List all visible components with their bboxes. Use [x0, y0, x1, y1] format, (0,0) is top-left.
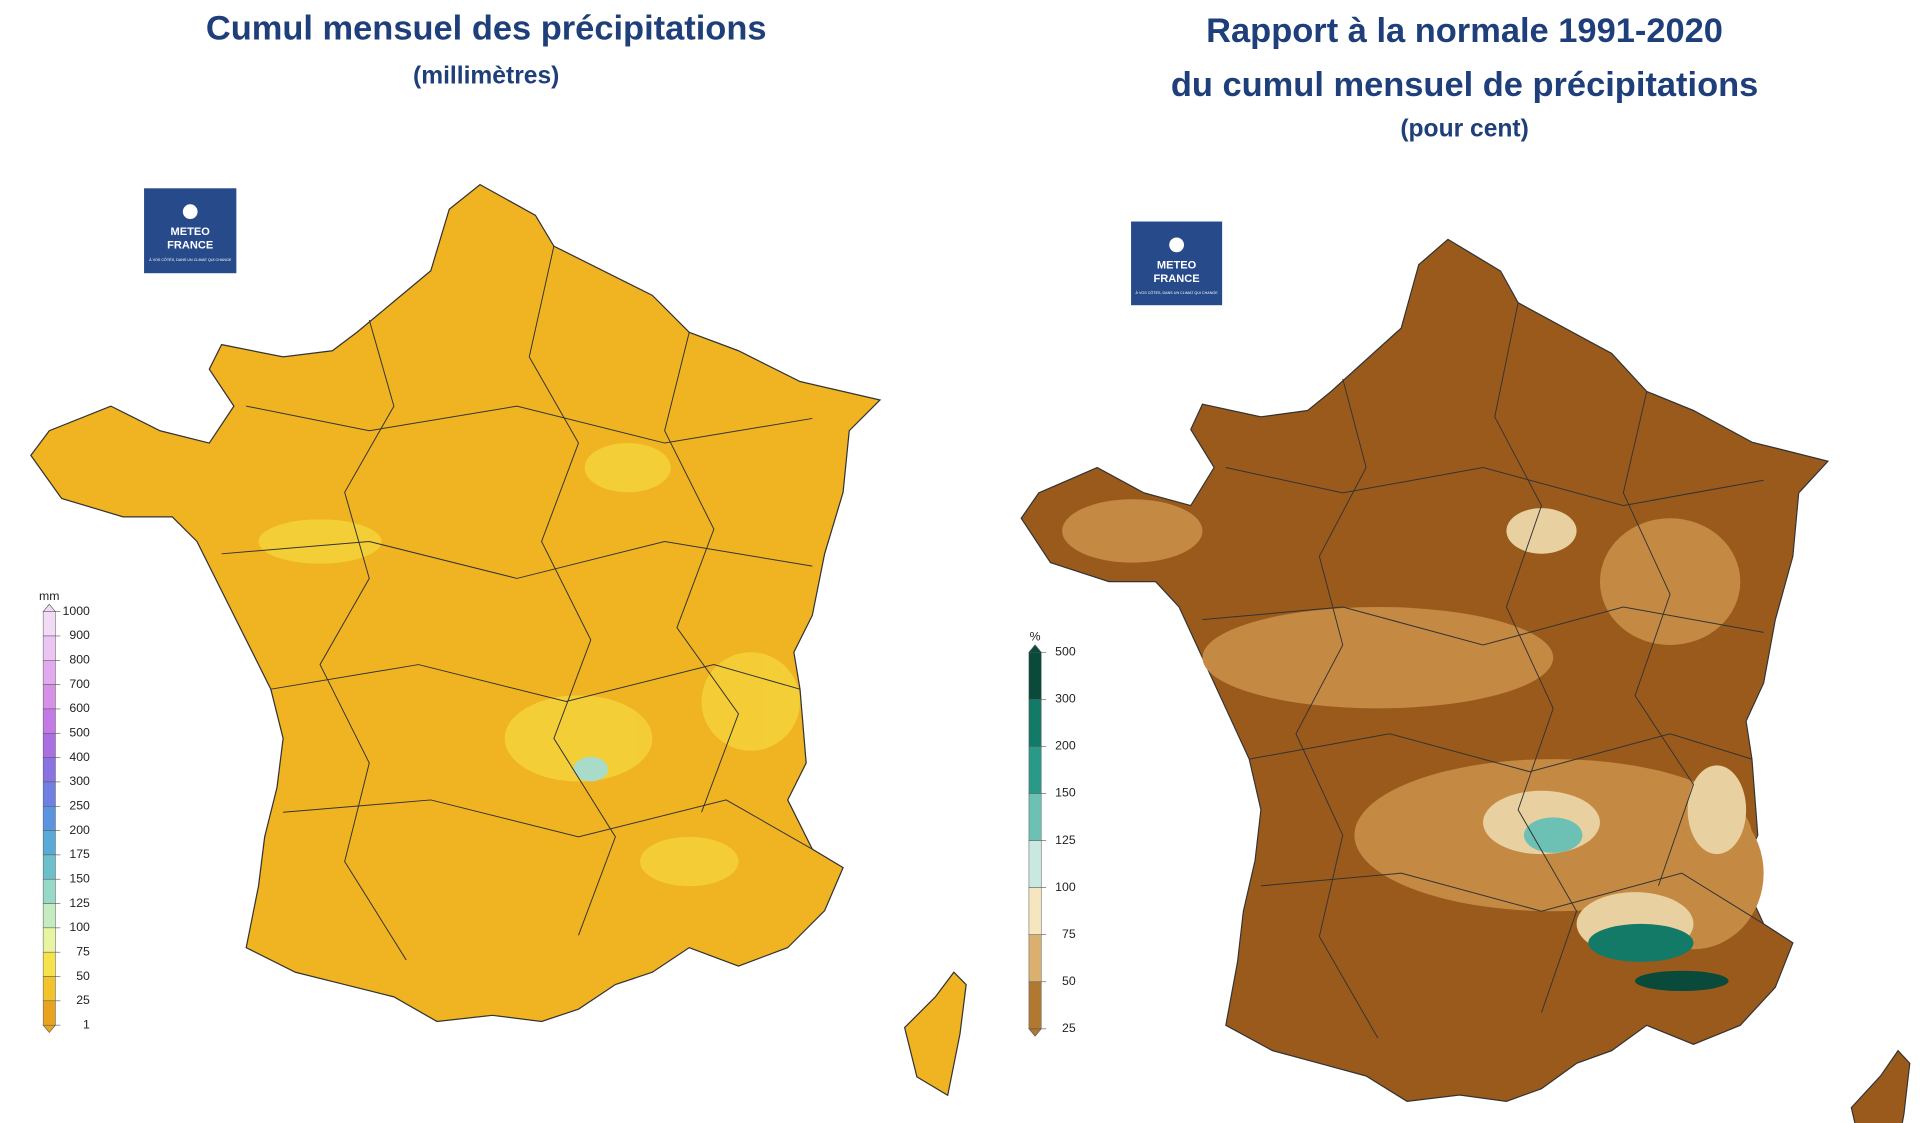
legend-swatch — [42, 951, 56, 977]
subtitle: (millimètres) — [413, 63, 559, 90]
logo: METEO FRANCE À VOS CÔTÉS, DANS UN CLIMAT… — [144, 188, 237, 274]
legend-swatch — [42, 976, 56, 1002]
title: Rapport à la normale 1991-2020 — [1206, 12, 1723, 50]
logo-text: METEO — [171, 226, 211, 238]
legend-swatch — [42, 757, 56, 783]
map — [30, 183, 967, 1096]
legend-swatch — [42, 635, 56, 661]
legend-label: 1 — [83, 1017, 90, 1031]
legend-swatch — [42, 611, 56, 637]
legend-swatch — [1028, 887, 1042, 935]
legend-unit: mm — [39, 589, 60, 603]
legend-label: 500 — [1055, 645, 1076, 659]
legend-swatch — [42, 903, 56, 929]
legend-label: 25 — [76, 993, 90, 1007]
legend-label: 200 — [1055, 739, 1076, 753]
legend: % 500 300 200 150 125 100 75 50 25 — [1028, 630, 1076, 1037]
legend-arrow — [42, 603, 57, 612]
legend-label: 800 — [69, 653, 90, 667]
legend-label: 150 — [1055, 786, 1076, 800]
legend-label: 75 — [76, 944, 90, 958]
left-panel: Cumul mensuel des précipitations (millim… — [30, 9, 967, 1096]
logo-tagline: À VOS CÔTÉS, DANS UN CLIMAT QUI CHANGE — [1135, 290, 1218, 295]
legend-label: 600 — [69, 701, 90, 715]
legend-label: 175 — [69, 847, 90, 861]
legend-label: 700 — [69, 677, 90, 691]
legend-label: 50 — [1062, 974, 1076, 988]
legend-label: 125 — [1055, 833, 1076, 847]
title: Cumul mensuel des précipitations — [206, 9, 767, 47]
logo-text: METEO — [1157, 259, 1197, 271]
legend-swatch — [42, 684, 56, 710]
legend-swatch — [1028, 652, 1042, 700]
legend-unit: % — [1030, 630, 1041, 644]
logo: METEO FRANCE À VOS CÔTÉS, DANS UN CLIMAT… — [1131, 221, 1223, 306]
map — [1020, 238, 1911, 1123]
legend-swatch — [42, 854, 56, 880]
subtitle: (pour cent) — [1400, 116, 1529, 143]
legend-swatch — [42, 830, 56, 856]
legend-label: 900 — [69, 628, 90, 642]
legend-label: 200 — [69, 823, 90, 837]
legend-label: 50 — [76, 969, 90, 983]
legend-arrow — [42, 1024, 57, 1034]
legend-swatch — [42, 660, 56, 685]
legend-swatch — [42, 733, 56, 758]
legend-label: 300 — [1055, 692, 1076, 706]
legend-swatch — [1028, 840, 1042, 888]
legend-swatch — [42, 927, 56, 953]
legend-label: 1000 — [63, 604, 91, 618]
legend-label: 250 — [69, 798, 90, 812]
legend-swatch — [1028, 934, 1042, 983]
legend-label: 100 — [69, 920, 90, 934]
legend-swatch — [42, 1000, 56, 1026]
legend-label: 400 — [69, 750, 90, 764]
legend-label: 500 — [69, 726, 90, 740]
logo-tagline: À VOS CÔTÉS, DANS UN CLIMAT QUI CHANGE — [149, 257, 232, 262]
legend-label: 300 — [69, 774, 90, 788]
logo-text: FRANCE — [167, 240, 213, 252]
legend-swatch — [42, 781, 56, 807]
legend-swatch — [42, 878, 56, 904]
legend-arrow — [1028, 1028, 1042, 1037]
legend-label: 125 — [69, 896, 90, 910]
legend: mm10009008007006005004003002502001751501… — [39, 589, 91, 1034]
legend-swatch — [1028, 746, 1042, 794]
legend-swatch — [42, 805, 56, 831]
right-panel: Rapport à la normale 1991-2020 du cumul … — [1020, 12, 1911, 1123]
title: du cumul mensuel de précipitations — [1171, 66, 1758, 104]
legend-swatch — [42, 708, 56, 734]
legend-label: 75 — [1062, 927, 1076, 941]
legend-swatch — [1028, 981, 1042, 1030]
legend-label: 150 — [69, 871, 90, 885]
legend-swatch — [1028, 699, 1042, 747]
legend-label: 25 — [1062, 1021, 1076, 1035]
legend-label: 100 — [1055, 880, 1076, 894]
logo-text: FRANCE — [1154, 273, 1200, 285]
legend-arrow — [1028, 644, 1042, 653]
legend-swatch — [1028, 793, 1042, 841]
